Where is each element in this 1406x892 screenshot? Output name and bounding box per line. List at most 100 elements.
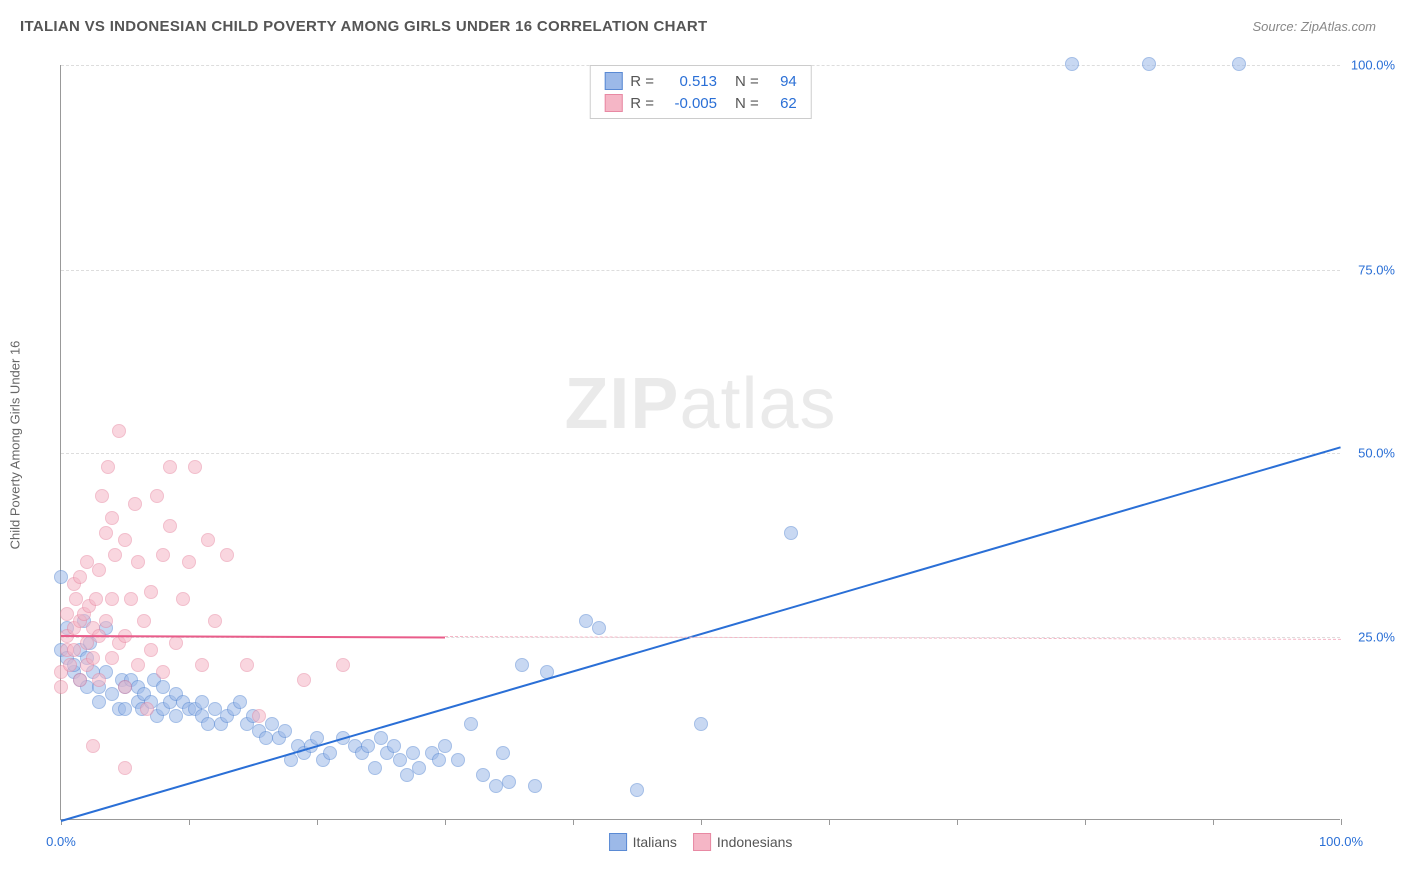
legend-item: Indonesians [693, 833, 793, 851]
data-point [784, 526, 798, 540]
x-tick-label: 0.0% [46, 834, 76, 849]
data-point [592, 621, 606, 635]
data-point [502, 775, 516, 789]
data-point [54, 570, 68, 584]
data-point [1142, 57, 1156, 71]
data-point [105, 687, 119, 701]
data-point [112, 424, 126, 438]
x-tick [317, 819, 318, 825]
data-point [67, 643, 81, 657]
data-point [128, 497, 142, 511]
y-axis-label: Child Poverty Among Girls Under 16 [8, 341, 23, 550]
data-point [60, 607, 74, 621]
data-point [201, 533, 215, 547]
stats-row: R =0.513N =94 [604, 70, 797, 92]
x-tick [445, 819, 446, 825]
data-point [131, 555, 145, 569]
legend-swatch [609, 833, 627, 851]
data-point [118, 761, 132, 775]
data-point [195, 695, 209, 709]
legend-label: Italians [633, 834, 677, 850]
x-tick [1213, 819, 1214, 825]
data-point [163, 460, 177, 474]
data-point [297, 673, 311, 687]
data-point [515, 658, 529, 672]
data-point [105, 511, 119, 525]
data-point [432, 753, 446, 767]
data-point [86, 651, 100, 665]
x-tick [1085, 819, 1086, 825]
data-point [63, 658, 77, 672]
legend-item: Italians [609, 833, 677, 851]
chart-title: ITALIAN VS INDONESIAN CHILD POVERTY AMON… [20, 18, 708, 35]
x-tick [829, 819, 830, 825]
gridline [61, 270, 1340, 271]
data-point [393, 753, 407, 767]
data-point [169, 709, 183, 723]
n-value: 94 [767, 73, 797, 90]
data-point [323, 746, 337, 760]
data-point [528, 779, 542, 793]
x-tick [189, 819, 190, 825]
legend-label: Indonesians [717, 834, 793, 850]
data-point [336, 658, 350, 672]
bottom-legend: Italians Indonesians [609, 833, 793, 851]
r-value: 0.513 [662, 73, 717, 90]
data-point [140, 702, 154, 716]
data-point [105, 592, 119, 606]
data-point [1065, 57, 1079, 71]
data-point [182, 555, 196, 569]
data-point [451, 753, 465, 767]
data-point [252, 709, 266, 723]
n-value: 62 [767, 95, 797, 112]
stats-row: R = -0.005 N = 62 [604, 92, 797, 114]
data-point [208, 702, 222, 716]
legend-swatch [693, 833, 711, 851]
data-point [1232, 57, 1246, 71]
data-point [400, 768, 414, 782]
n-label: N = [735, 95, 759, 112]
data-point [80, 555, 94, 569]
x-tick [573, 819, 574, 825]
x-tick [957, 819, 958, 825]
data-point [99, 526, 113, 540]
data-point [156, 548, 170, 562]
data-point [387, 739, 401, 753]
data-point [69, 592, 83, 606]
scatter-plot: ZIPatlas 25.0%50.0%75.0%100.0%0.0%100.0%… [60, 65, 1340, 820]
data-point [99, 614, 113, 628]
data-point [156, 680, 170, 694]
data-point [368, 761, 382, 775]
data-point [144, 643, 158, 657]
x-tick [1341, 819, 1342, 825]
x-tick [701, 819, 702, 825]
data-point [169, 636, 183, 650]
data-point [265, 717, 279, 731]
data-point [137, 614, 151, 628]
data-point [496, 746, 510, 760]
data-point [92, 695, 106, 709]
data-point [579, 614, 593, 628]
data-point [278, 724, 292, 738]
y-tick-label: 100.0% [1351, 58, 1395, 73]
data-point [188, 460, 202, 474]
data-point [89, 592, 103, 606]
data-point [118, 702, 132, 716]
data-point [118, 533, 132, 547]
source-attribution: Source: ZipAtlas.com [1252, 19, 1376, 34]
data-point [54, 680, 68, 694]
data-point [108, 548, 122, 562]
data-point [476, 768, 490, 782]
data-point [630, 783, 644, 797]
r-label: R = [630, 95, 654, 112]
data-point [73, 570, 87, 584]
r-value: -0.005 [662, 95, 717, 112]
data-point [73, 673, 87, 687]
data-point [464, 717, 478, 731]
data-point [438, 739, 452, 753]
trend-line [61, 446, 1342, 822]
stats-legend: R =0.513N =94 R = -0.005 N = 62 [589, 65, 812, 119]
data-point [208, 614, 222, 628]
data-point [86, 739, 100, 753]
data-point [361, 739, 375, 753]
